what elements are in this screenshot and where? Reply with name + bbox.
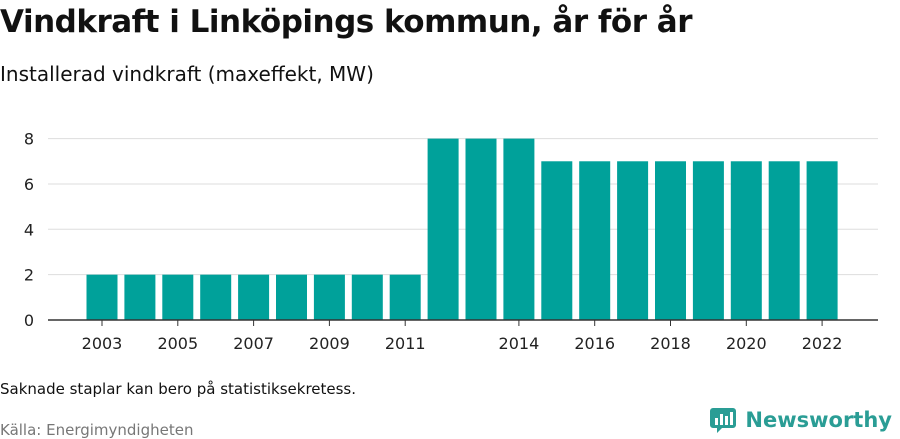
bar [276, 274, 307, 320]
footnote: Saknade staplar kan bero på statistiksek… [0, 380, 357, 398]
bar [313, 274, 345, 320]
x-tick-label: 2014 [499, 334, 540, 353]
bar [389, 274, 421, 320]
bar [86, 274, 118, 320]
y-tick-label: 6 [24, 175, 34, 194]
bar-chart: 0 2 4 6 8 2003 2005 2007 2009 2011 2014 2016 2018 202… [24, 130, 878, 353]
bar [162, 274, 194, 320]
y-tick-label: 8 [24, 130, 34, 149]
bar [579, 161, 611, 320]
bar [200, 274, 232, 320]
bar [465, 138, 497, 320]
y-tick-label: 0 [24, 311, 34, 330]
chart-title: Vindkraft i Linköpings kommun, år för år [0, 4, 693, 40]
x-tick-label: 2011 [385, 334, 426, 353]
y-tick-label: 2 [24, 266, 34, 285]
source-text: Källa: Energimyndigheten [0, 421, 194, 439]
x-tick-label: 2009 [309, 334, 350, 353]
bar [655, 161, 686, 320]
brand-logo[interactable]: Newsworthy [709, 406, 892, 434]
newsworthy-logo-icon [710, 408, 737, 433]
bar [806, 161, 838, 320]
axes: 0 2 4 6 8 2003 2005 2007 2009 2011 2014 2016 2018 202… [24, 130, 878, 353]
bar [124, 274, 156, 320]
chart-subtitle: Installerad vindkraft (maxeffekt, MW) [0, 62, 374, 86]
bar [427, 138, 459, 320]
x-tick-label: 2022 [802, 334, 843, 353]
x-tick-label: 2005 [157, 334, 198, 353]
bar [238, 274, 270, 320]
bar [768, 161, 800, 320]
bar [692, 161, 724, 320]
x-tick-label: 2018 [650, 334, 691, 353]
bars [86, 138, 838, 320]
brand-name: Newsworthy [745, 408, 892, 432]
x-tick-label: 2007 [233, 334, 274, 353]
bar [503, 138, 535, 320]
x-tick-label: 2003 [82, 334, 123, 353]
x-tick-label: 2020 [726, 334, 767, 353]
bar [617, 161, 649, 320]
bar [351, 274, 383, 320]
y-tick-label: 4 [24, 220, 34, 239]
bar [730, 161, 762, 320]
bar [541, 161, 573, 320]
x-tick-label: 2016 [574, 334, 615, 353]
